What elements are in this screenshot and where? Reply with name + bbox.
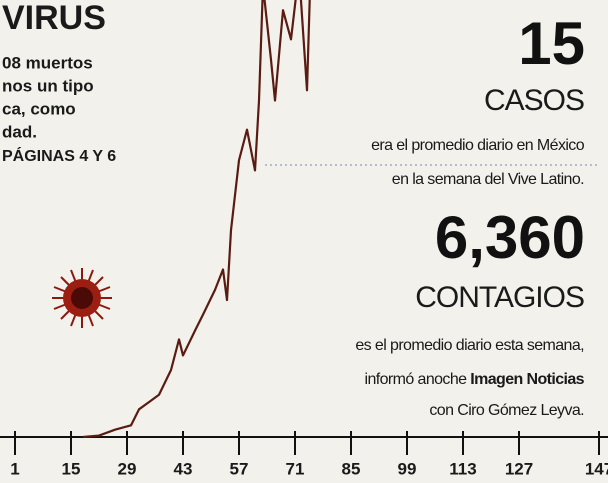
x-tick-label: 99 — [398, 459, 417, 478]
x-tick-label: 147 — [585, 459, 608, 478]
left-text: 08 muertos — [2, 53, 93, 72]
x-tick-label: 1 — [10, 459, 19, 478]
stat-text-bold: Imagen Noticias — [470, 371, 584, 388]
stat-text: con Ciro Gómez Leyva. — [429, 402, 584, 419]
stat-number: 15 — [518, 10, 585, 77]
stat-text: en la semana del Vive Latino. — [392, 171, 584, 188]
left-text: ca, como — [2, 99, 76, 118]
virus-icon — [52, 268, 112, 328]
x-tick-label: 71 — [286, 459, 305, 478]
x-tick-label: 127 — [505, 459, 533, 478]
x-tick-label: 29 — [118, 459, 137, 478]
stat-text: informó anoche — [365, 371, 471, 388]
stat-text: informó anoche Imagen Noticias — [365, 371, 585, 388]
data-line — [82, 0, 311, 439]
stat-text: es el promedio diario esta semana, — [355, 337, 584, 354]
stat-text: era el promedio diario en México — [371, 137, 585, 154]
left-text: dad. — [2, 122, 37, 141]
x-tick-label: 43 — [174, 459, 193, 478]
left-text: PÁGINAS 4 Y 6 — [2, 146, 116, 165]
left-text: nos un tipo — [2, 76, 94, 95]
x-tick-label: 113 — [449, 459, 476, 478]
stat-label: CONTAGIOS — [415, 281, 584, 314]
headline: VIRUS — [2, 0, 106, 37]
x-tick-label: 15 — [62, 459, 81, 478]
stat-label: CASOS — [484, 84, 584, 117]
x-tick-label: 85 — [342, 459, 361, 478]
x-tick-label: 57 — [230, 459, 249, 478]
stat-number: 6,360 — [435, 204, 585, 271]
